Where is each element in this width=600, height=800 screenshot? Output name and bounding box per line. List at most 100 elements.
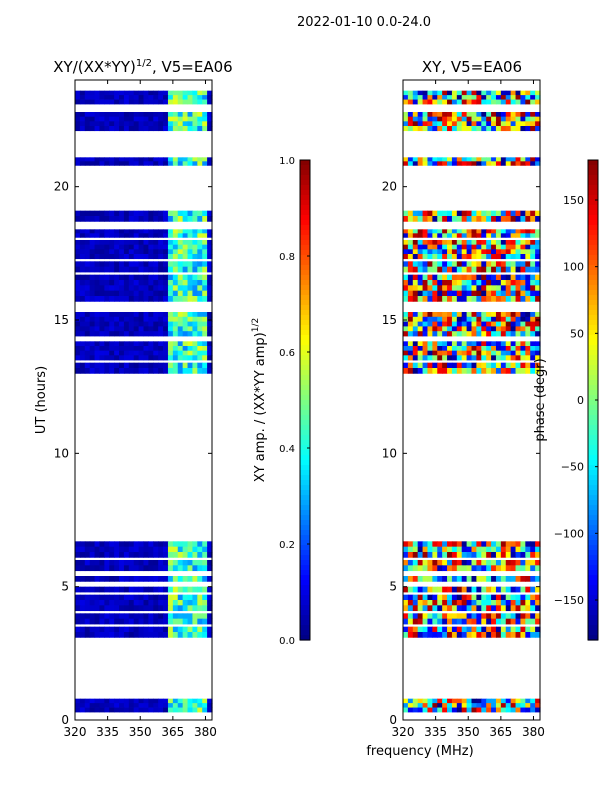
colorbar-swatch	[588, 355, 598, 361]
heatmap-cell	[114, 565, 120, 572]
heatmap-cell	[192, 244, 198, 250]
heatmap-cell	[486, 707, 492, 713]
heatmap-cell	[481, 99, 487, 105]
heatmap-cell	[427, 290, 433, 297]
heatmap-cell	[119, 290, 125, 297]
heatmap-cell	[153, 240, 159, 246]
heatmap-cell	[495, 565, 502, 572]
heatmap-cell	[197, 240, 203, 246]
heatmap-cell	[207, 552, 213, 558]
heatmap-cell	[481, 210, 487, 217]
heatmap-cell	[466, 341, 473, 347]
heatmap-cell	[104, 321, 110, 327]
heatmap-cell	[158, 261, 164, 268]
heatmap-cell	[104, 116, 110, 122]
heatmap-cell	[461, 280, 468, 286]
heatmap-cell	[412, 229, 419, 234]
colorbar-swatch	[588, 500, 598, 506]
heatmap-cell	[109, 290, 115, 297]
heatmap-cell	[451, 707, 458, 713]
heatmap-cell	[99, 565, 105, 572]
heatmap-cell	[451, 600, 458, 606]
heatmap-cell	[432, 112, 438, 118]
heatmap-cell	[167, 321, 174, 327]
heatmap-cell	[486, 698, 492, 704]
heatmap-cell	[143, 355, 149, 361]
heatmap-cell	[158, 613, 164, 620]
x-tick-label: 365	[489, 725, 512, 739]
heatmap-cell	[75, 707, 81, 713]
heatmap-cell	[167, 95, 174, 100]
heatmap-cell	[99, 210, 105, 217]
heatmap-cell	[207, 216, 213, 222]
heatmap-cell	[476, 254, 482, 260]
heatmap-cell	[520, 576, 526, 582]
heatmap-cell	[167, 316, 174, 322]
heatmap-cell	[432, 594, 438, 601]
heatmap-cell	[505, 99, 512, 105]
heatmap-cell	[456, 240, 463, 246]
heatmap-cell	[177, 126, 184, 132]
heatmap-cell	[202, 266, 208, 273]
heatmap-cell	[491, 326, 497, 332]
heatmap-cell	[510, 346, 517, 352]
heatmap-cell	[177, 368, 184, 374]
heatmap-cell	[123, 560, 130, 566]
heatmap-cell	[471, 703, 477, 708]
heatmap-cell	[486, 546, 492, 553]
heatmap-cell	[422, 290, 429, 297]
heatmap-cell	[456, 618, 463, 625]
heatmap-cell	[158, 285, 164, 292]
heatmap-cell	[207, 362, 213, 369]
heatmap-cell	[505, 707, 512, 713]
heatmap-cell	[471, 126, 477, 132]
heatmap-cell	[495, 546, 502, 553]
colorbar-swatch	[300, 545, 310, 551]
heatmap-cell	[79, 626, 86, 633]
heatmap-cell	[422, 541, 429, 548]
heatmap-cell	[476, 99, 482, 105]
heatmap-cell	[75, 618, 81, 625]
heatmap-cell	[163, 698, 169, 704]
colorbar-swatch	[588, 415, 598, 421]
heatmap-cell	[153, 698, 159, 704]
heatmap-cell	[505, 312, 512, 318]
heatmap-cell	[202, 161, 208, 166]
heatmap-cell	[417, 229, 424, 234]
heatmap-cell	[525, 161, 531, 166]
colorbar-swatch	[588, 185, 598, 191]
heatmap-cell	[476, 95, 482, 100]
heatmap-cell	[535, 605, 541, 612]
heatmap-cell	[456, 613, 463, 620]
heatmap-cell	[403, 316, 409, 322]
heatmap-cell	[510, 362, 517, 369]
heatmap-cell	[109, 350, 115, 356]
heatmap-cell	[202, 541, 208, 548]
heatmap-cell	[192, 316, 198, 322]
heatmap-cell	[451, 546, 458, 553]
colorbar-swatch	[588, 475, 598, 481]
heatmap-cell	[123, 600, 130, 606]
heatmap-cell	[104, 95, 110, 100]
heatmap-cell	[481, 632, 487, 638]
heatmap-cell	[476, 296, 482, 302]
heatmap-cell	[530, 560, 536, 566]
heatmap-cell	[128, 90, 135, 96]
heatmap-cell	[104, 552, 110, 558]
heatmap-cell	[505, 565, 512, 572]
heatmap-cell	[119, 254, 125, 260]
heatmap-cell	[123, 285, 130, 292]
heatmap-cell	[182, 95, 189, 100]
heatmap-cell	[79, 266, 86, 273]
heatmap-cell	[437, 613, 443, 620]
heatmap-cell	[89, 600, 96, 606]
heatmap-cell	[407, 552, 414, 558]
heatmap-cell	[417, 316, 424, 322]
heatmap-cell	[207, 157, 213, 162]
heatmap-cell	[461, 266, 468, 273]
heatmap-cell	[451, 618, 458, 625]
heatmap-cell	[520, 626, 526, 633]
heatmap-cell	[515, 565, 522, 572]
heatmap-cell	[486, 321, 492, 327]
heatmap-cell	[495, 285, 502, 292]
